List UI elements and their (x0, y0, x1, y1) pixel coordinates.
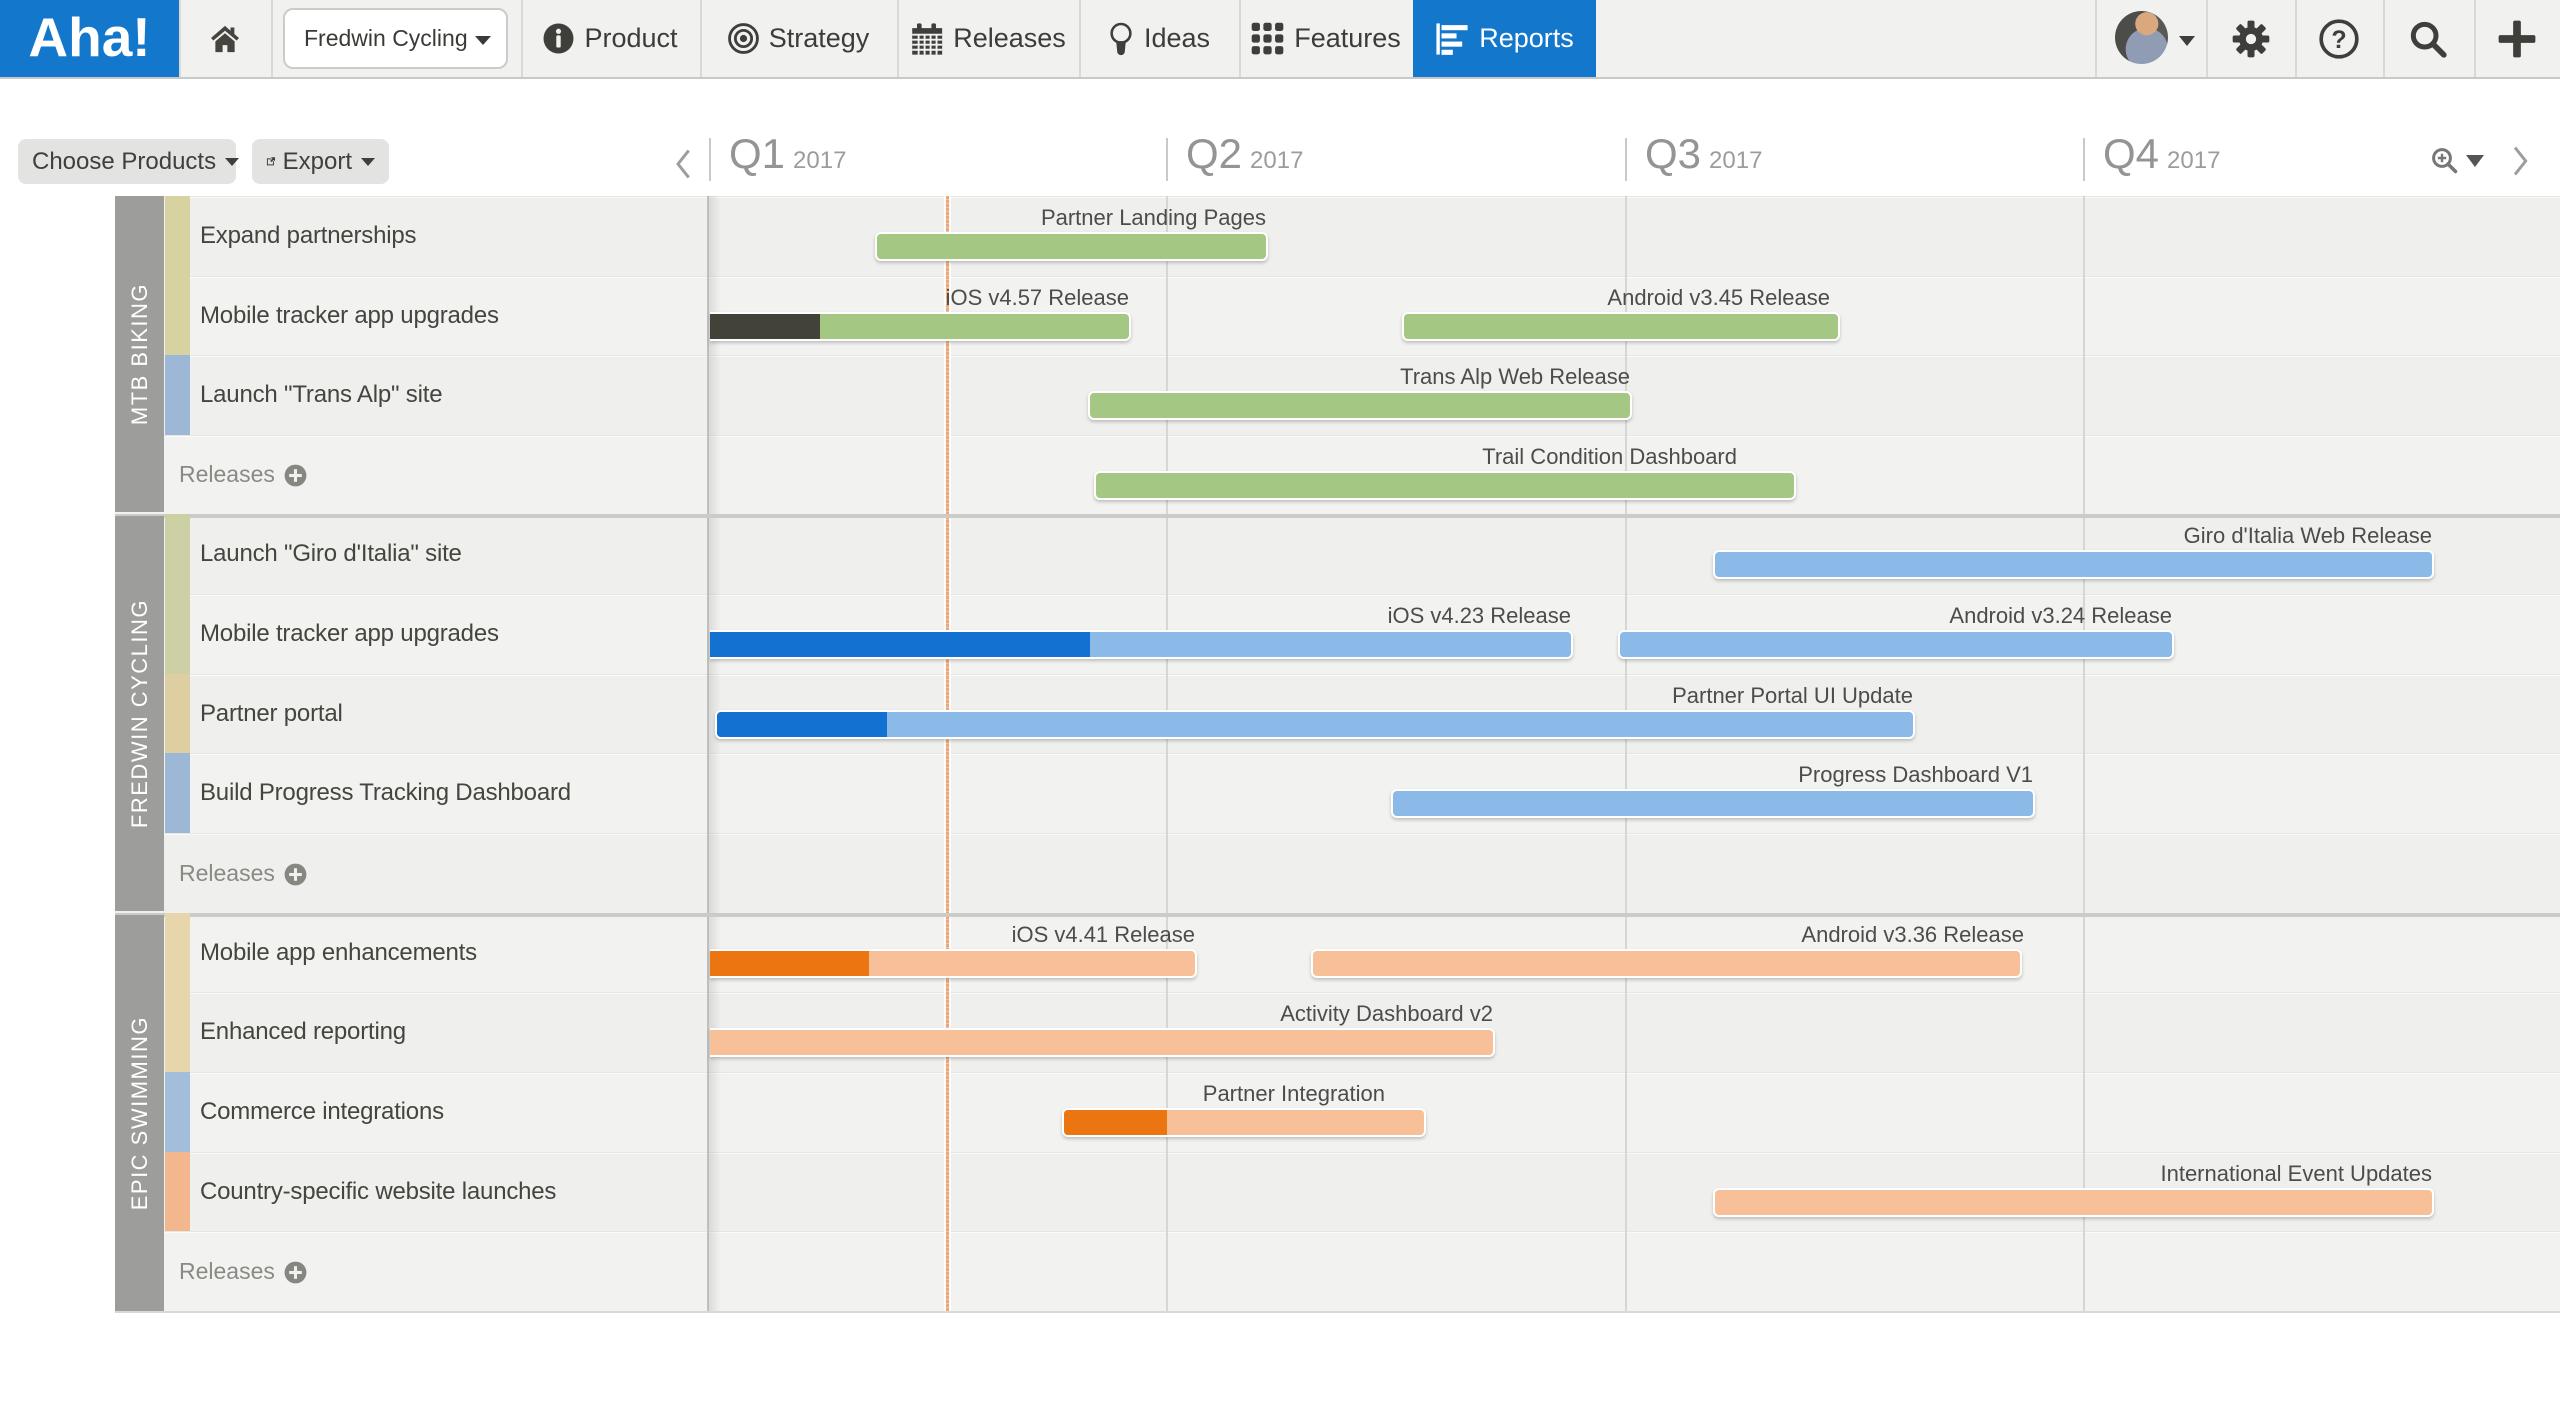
svg-text:?: ? (2331, 26, 2346, 54)
